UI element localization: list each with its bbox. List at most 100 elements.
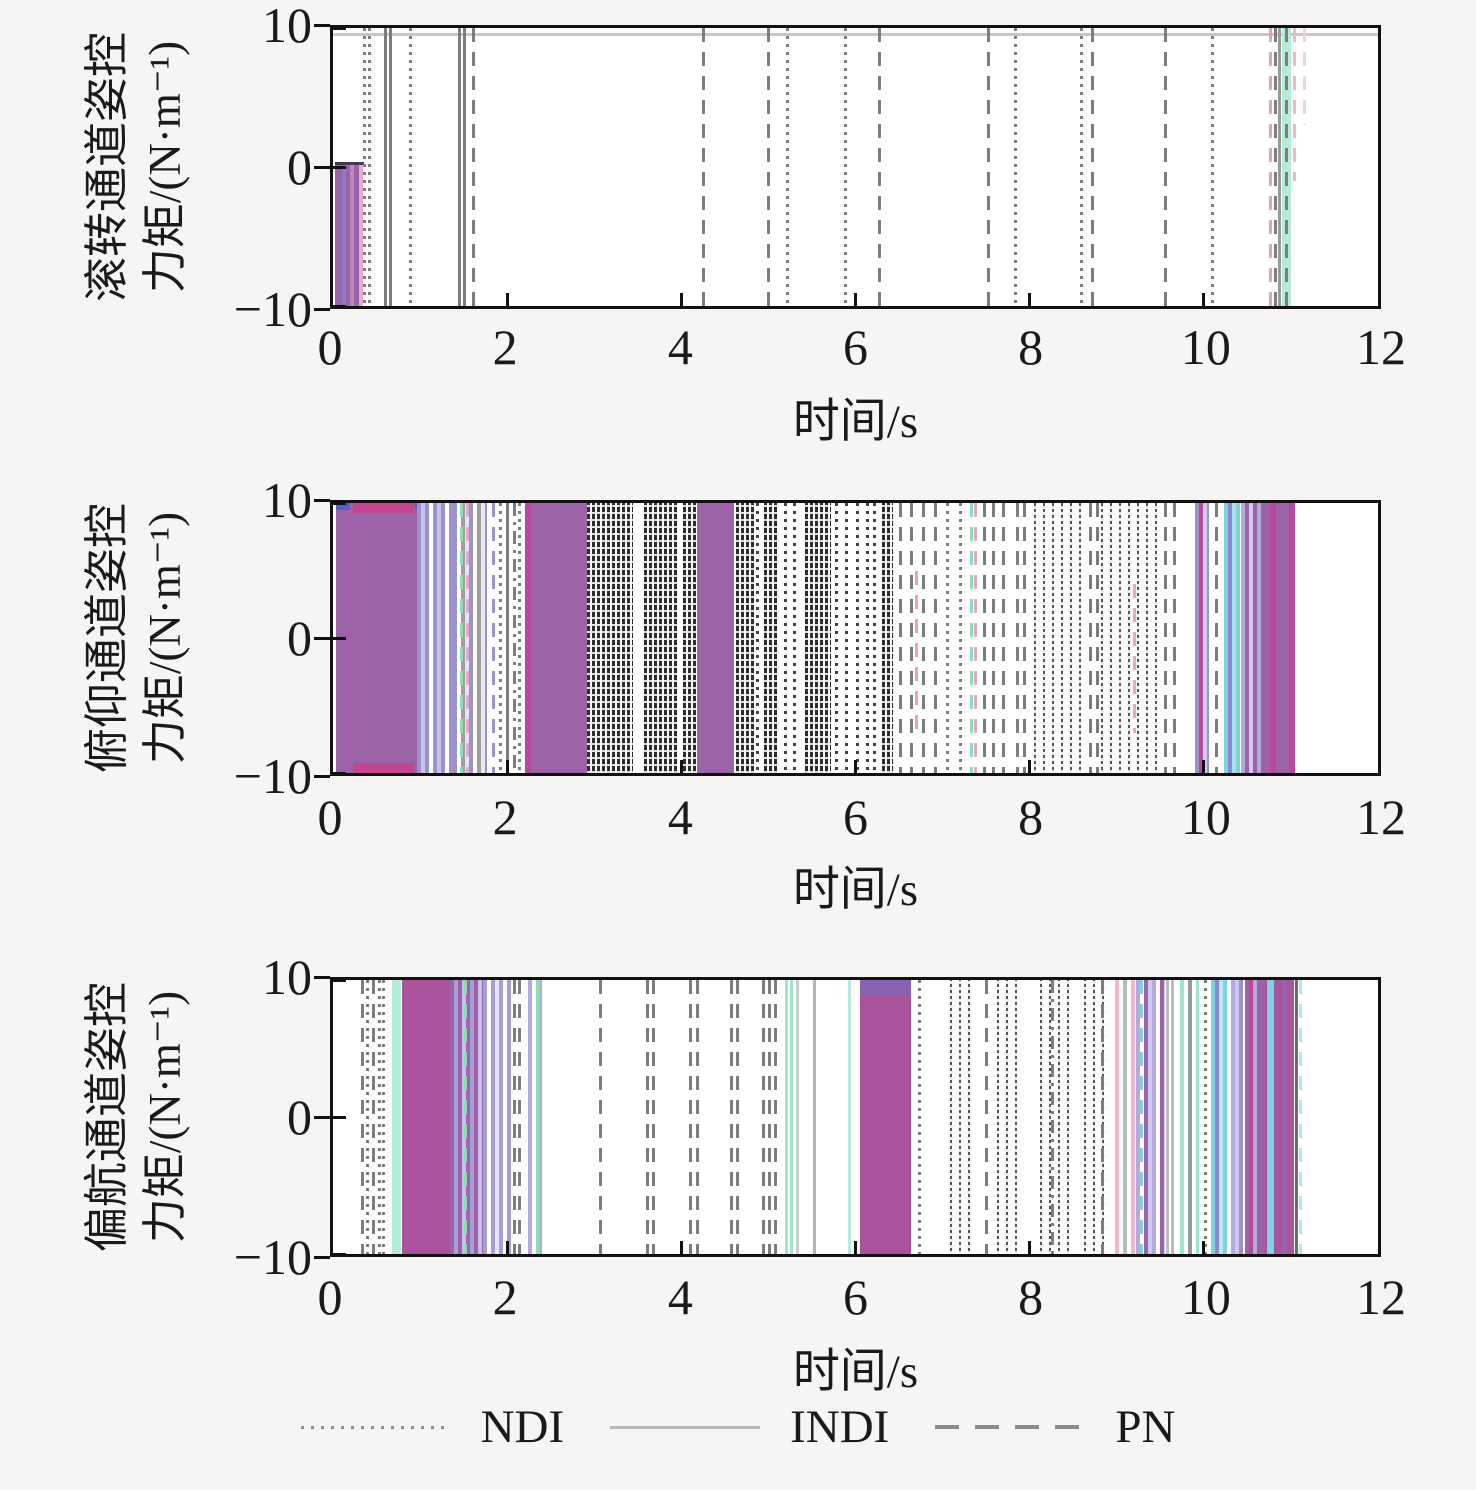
legend: NDI INDI PN: [0, 1400, 1476, 1454]
signal-band-dotted: [866, 503, 870, 773]
signal-band-fill: [335, 503, 351, 510]
x-tick-mark: [854, 760, 857, 773]
signal-band-dashed: [767, 980, 771, 1254]
y-tick-label: −10: [233, 281, 312, 337]
signal-band-dashdot: [1050, 980, 1054, 1254]
signal-band-dashed: [909, 503, 913, 773]
x-tick-label: 4: [667, 789, 693, 845]
signal-band-stripes: [528, 980, 542, 1254]
signal-band-dots: [1101, 503, 1163, 773]
signal-band-dotted: [368, 28, 372, 306]
signal-band-dotted: [1014, 28, 1018, 306]
signal-band-dashed: [645, 980, 649, 1254]
signal-band-dashed: [1268, 28, 1272, 306]
y-tick-mark-outer: [314, 636, 330, 640]
signal-band-dashed: [1132, 584, 1136, 733]
y-tick-mark: [333, 503, 346, 505]
signal-band-fill: [1282, 980, 1288, 1254]
signal-band-dashed: [1022, 503, 1026, 773]
plot-area-pitch: [330, 500, 1381, 776]
signal-band-dotted: [498, 503, 502, 773]
x-tick-label: 2: [492, 789, 518, 845]
signal-band-fill: [1289, 503, 1296, 773]
x-tick-mark: [1202, 1241, 1206, 1254]
signal-band-hline: [333, 33, 1378, 37]
signal-band-dotted: [1211, 28, 1215, 306]
y-tick-mark-outer: [314, 774, 330, 778]
signal-band-solid: [1170, 980, 1174, 1254]
y-tick-label: −10: [233, 1229, 312, 1285]
signal-band-dashed: [471, 28, 475, 306]
x-tick-label: 6: [843, 789, 868, 845]
x-tick-label: 10: [1180, 1269, 1231, 1325]
signal-band-stripes: [1115, 980, 1136, 1254]
y-axis-label-text: 俯仰通道姿控 力矩/(N·m⁻¹): [78, 503, 194, 773]
signal-band-stripes: [416, 503, 454, 773]
signal-band-stripes: [1223, 503, 1242, 773]
signal-band-fill: [697, 503, 734, 773]
signal-band-dashed: [982, 503, 986, 773]
signal-band-dashed: [651, 980, 655, 1254]
signal-band-dashed: [1096, 503, 1100, 773]
plot-area-roll: [330, 25, 1381, 309]
signal-band-dark: [804, 503, 832, 773]
signal-band-stripes: [453, 503, 488, 773]
signal-band-solid: [462, 28, 466, 306]
legend-label: PN: [1115, 1401, 1176, 1453]
signal-band-dotted: [834, 503, 838, 773]
y-axis-label-text: 滚转通道姿控 力矩/(N·m⁻¹): [78, 32, 194, 302]
x-tick-mark: [679, 1241, 683, 1254]
x-tick-label: 0: [317, 319, 343, 375]
x-tick-mark: [1202, 760, 1206, 773]
signal-band-dashed: [1172, 503, 1176, 773]
signal-band-stripes: [1241, 503, 1263, 773]
signal-band-dashed: [1002, 503, 1006, 773]
signal-band-dashed: [491, 503, 495, 773]
signal-band-fill: [392, 980, 401, 1254]
signal-band-dashed: [899, 503, 903, 773]
dotted-line-icon: [300, 1425, 451, 1429]
signal-band-fill: [335, 503, 417, 773]
signal-band-dashed: [1292, 28, 1296, 181]
signal-band-dashed: [921, 503, 925, 773]
signal-band-fill: [1267, 980, 1275, 1254]
signal-band-dashed: [991, 503, 995, 773]
signal-band-dashed: [984, 980, 988, 1254]
signal-band-solid: [847, 980, 851, 1254]
x-tick-label: 12: [1356, 789, 1406, 845]
signal-band-dashed: [1164, 28, 1168, 306]
signal-band-dashed: [463, 980, 467, 1254]
signal-band-dotted: [946, 503, 950, 773]
signal-band-dotted: [784, 503, 788, 773]
signal-band-stripes: [338, 162, 358, 306]
x-tick-label: 6: [843, 319, 868, 375]
legend-label: NDI: [480, 1401, 565, 1453]
ylabel-channel: 俯仰通道姿控: [82, 502, 132, 774]
signal-band-solid: [790, 980, 794, 1254]
signal-band-dark: [736, 503, 754, 773]
y-tick-label: −10: [233, 748, 312, 804]
y-tick-mark-outer: [314, 1255, 330, 1259]
signal-band-dashed: [517, 980, 521, 1254]
x-tick-label: 2: [492, 319, 518, 375]
y-tick-mark-outer: [314, 307, 330, 311]
signal-band-dotted: [382, 980, 385, 1254]
x-tick-mark: [505, 760, 509, 773]
signal-band-stripes: [482, 980, 511, 1254]
legend-item-ndi: NDI: [300, 1400, 565, 1454]
y-tick-labels-pitch: 10 0 −10: [184, 472, 312, 804]
signal-band-fill: [401, 980, 450, 1254]
signal-band-dashed: [512, 980, 516, 1254]
signal-band-dashed: [761, 980, 765, 1254]
x-axis-label-roll: 时间/s: [792, 396, 919, 448]
x-tick-label: 2: [492, 1269, 518, 1325]
signal-band-dotted: [409, 28, 412, 306]
signal-band-dotted: [786, 28, 790, 306]
x-tick-mark: [854, 1241, 857, 1254]
y-tick-labels-yaw: 10 0 −10: [184, 949, 312, 1285]
x-axis-label-yaw: 时间/s: [792, 1346, 919, 1398]
signal-band-dashed: [969, 503, 973, 773]
x-tick-mark: [1202, 293, 1206, 306]
ylabel-channel: 滚转通道姿控: [82, 31, 132, 303]
signal-band-dashed: [736, 980, 740, 1254]
